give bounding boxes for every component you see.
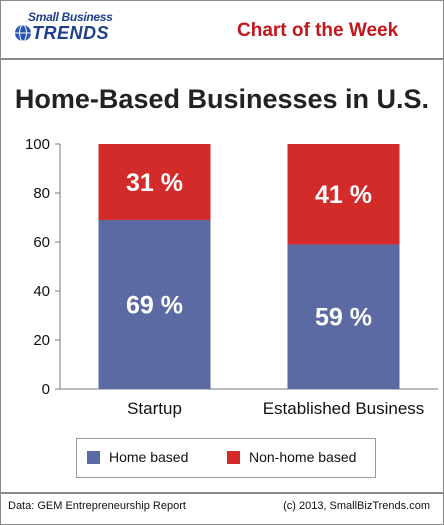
footer-source: Data: GEM Entrepreneurship Report xyxy=(8,500,186,512)
brand-logo: Small Business TRENDS xyxy=(14,10,114,46)
y-tick-label: 80 xyxy=(33,185,50,202)
y-tick-label: 40 xyxy=(33,283,50,300)
logo-text-trends: TRENDS xyxy=(32,23,110,43)
y-tick-label: 0 xyxy=(42,381,50,398)
data-label-non-home-based-established-business: 41 % xyxy=(315,181,372,209)
bar-non-home-based-startup xyxy=(98,144,211,220)
bar-non-home-based-established-business xyxy=(287,144,400,245)
y-tick-label: 20 xyxy=(33,332,50,349)
x-tick-label-startup: Startup xyxy=(127,399,182,418)
footer-copyright: (c) 2013, SmallBizTrends.com xyxy=(283,500,430,512)
y-tick-label: 60 xyxy=(33,234,50,251)
chart-legend: Home based Non-home based xyxy=(76,438,376,478)
footer-divider xyxy=(0,492,444,494)
globe-icon xyxy=(15,24,31,42)
logo-text-small-business: Small Business xyxy=(28,10,113,24)
chart-title: Home-Based Businesses in U.S. xyxy=(14,84,430,114)
header-title: Chart of the Week xyxy=(237,20,399,41)
legend-swatch-home-based xyxy=(87,451,100,464)
header-divider xyxy=(0,58,444,60)
legend-label-non-home-based: Non-home based xyxy=(249,449,357,465)
legend-label-home-based: Home based xyxy=(109,449,189,465)
x-tick-label-established-business: Established Business xyxy=(263,399,425,418)
legend-swatch-non-home-based xyxy=(227,451,240,464)
bar-home-based-startup xyxy=(98,219,211,389)
y-tick-label: 100 xyxy=(25,136,50,153)
bar-home-based-established-business xyxy=(287,244,400,389)
data-label-non-home-based-startup: 31 % xyxy=(126,169,183,197)
data-label-home-based-established-business: 59 % xyxy=(315,304,372,332)
data-label-home-based-startup: 69 % xyxy=(126,291,183,319)
